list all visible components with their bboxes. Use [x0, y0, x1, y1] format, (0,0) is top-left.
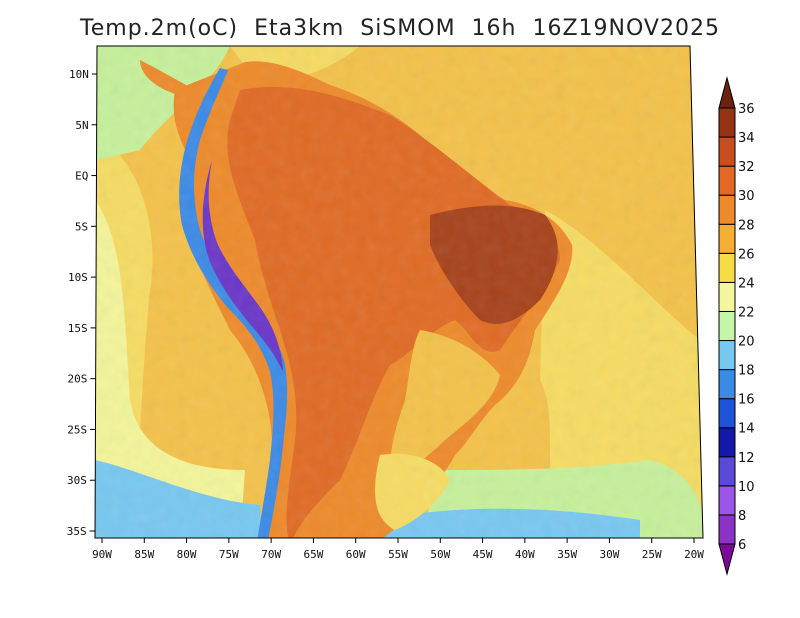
colorbar-segment: [718, 398, 736, 429]
lat-tick-label: 35S: [67, 525, 87, 538]
colorbar-segment: [718, 107, 736, 138]
map-frame: [94, 45, 704, 539]
lon-tick-label: 70W: [261, 548, 281, 561]
lat-tick-label: 25S: [67, 423, 87, 436]
lat-tick-label: EQ: [75, 170, 88, 183]
colorbar-segment: [718, 340, 736, 371]
colorbar-label: 34: [738, 131, 755, 146]
colorbar-segment: [718, 165, 736, 196]
longitude-axis: 90W 85W 80W 75W 70W 65W 60W 55W 50W 45W 40W 35W 30W 2…: [92, 538, 704, 561]
lon-tick-label: 55W: [388, 548, 408, 561]
lon-tick-label: 25W: [642, 548, 662, 561]
colorbar-label: 8: [738, 509, 746, 524]
colorbar-min-arrow: [718, 543, 736, 576]
lat-tick-label: 5S: [75, 220, 88, 233]
texture-overlay: [95, 46, 703, 538]
colorbar-segment: [718, 456, 736, 487]
colorbar-segment: [718, 281, 736, 312]
colorbar-label: 6: [738, 538, 746, 553]
colorbar-label: 24: [738, 276, 755, 291]
lat-tick-label: 10N: [69, 68, 89, 81]
lon-tick-label: 80W: [177, 548, 197, 561]
colorbar-label: 20: [738, 335, 755, 350]
lon-tick-label: 35W: [557, 548, 577, 561]
lat-tick-label: 15S: [68, 322, 88, 335]
lon-tick-label: 60W: [346, 548, 366, 561]
colorbar-label: 36: [738, 102, 755, 117]
colorbar-segment: [718, 223, 736, 254]
map-title: Temp.2m(oC) Eta3km SiSMOM 16h 16Z19NOV20…: [80, 16, 720, 41]
colorbar-label: 18: [738, 364, 755, 379]
lon-tick-label: 75W: [219, 548, 239, 561]
colorbar-label: 14: [738, 422, 755, 437]
colorbar-segment: [718, 136, 736, 167]
lon-tick-label: 90W: [92, 548, 112, 561]
colorbar-label: 22: [738, 305, 755, 320]
lon-tick-label: 30W: [599, 548, 619, 561]
lon-tick-label: 20W: [684, 548, 704, 561]
lon-tick-label: 85W: [134, 548, 154, 561]
latitude-axis: 10N 5N EQ 5S 10S 15S 20S 25S 30S 35S: [67, 68, 97, 538]
lat-tick-label: 20S: [68, 373, 88, 386]
colorbar-max-arrow: [718, 76, 736, 109]
colorbar-label: 30: [738, 189, 755, 204]
colorbar-label: 32: [738, 160, 755, 175]
colorbar-segment: [718, 485, 736, 516]
colorbar-segment: [718, 514, 736, 545]
colorbar-segment: [718, 310, 736, 342]
lon-tick-label: 50W: [430, 548, 450, 561]
colorbar-label: 12: [738, 451, 755, 466]
lat-tick-label: 5N: [75, 119, 88, 132]
lon-tick-label: 65W: [303, 548, 323, 561]
colorbar: 6 8 10 12 14 16 18 20 22 24 26 28 30 32 34 36: [718, 76, 755, 576]
colorbar-segment: [718, 252, 736, 283]
colorbar-label: 10: [738, 480, 755, 495]
colorbar-segment: [718, 194, 736, 225]
lon-tick-label: 45W: [473, 548, 493, 561]
colorbar-label: 28: [738, 218, 755, 233]
colorbar-segment: [718, 427, 736, 458]
map-domain: [95, 46, 703, 538]
lat-tick-label: 10S: [68, 271, 88, 284]
colorbar-label: 16: [738, 393, 755, 408]
colorbar-label: 26: [738, 247, 755, 262]
lon-tick-label: 40W: [515, 548, 535, 561]
colorbar-segment: [718, 369, 736, 400]
lat-tick-label: 30S: [67, 474, 87, 487]
